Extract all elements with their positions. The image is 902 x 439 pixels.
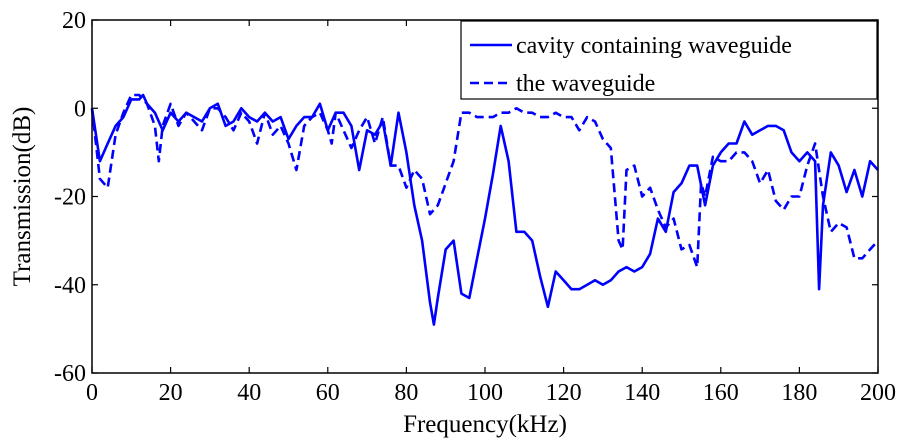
x-tick-label: 120 [546, 380, 582, 406]
x-axis-label: Frequency(kHz) [403, 411, 567, 438]
x-tick-label: 40 [237, 380, 261, 406]
legend-box [460, 20, 878, 100]
x-tick-label: 80 [394, 380, 418, 406]
series-line-waveguide [90, 93, 879, 269]
x-tick-label: 0 [86, 380, 98, 406]
x-tick-label: 200 [860, 380, 896, 406]
plot-marks [90, 93, 879, 326]
x-tick-label: 140 [624, 380, 660, 406]
y-tick-label: -40 [54, 273, 86, 299]
x-tick-label: 100 [467, 380, 503, 406]
x-tick-label: 60 [316, 380, 340, 406]
y-tick-label: -60 [54, 361, 86, 387]
x-tick-label: 20 [159, 380, 183, 406]
legend: cavity containing waveguide the waveguid… [460, 20, 878, 100]
y-tick-label: -20 [54, 185, 86, 211]
legend-label-waveguide: the waveguide [516, 71, 655, 97]
x-tick-label: 180 [781, 380, 817, 406]
y-tick-label: 20 [62, 8, 86, 34]
y-axis-label: Transmission(dB) [9, 107, 36, 287]
x-tick-label: 160 [703, 380, 739, 406]
series-line-cavity [90, 93, 879, 326]
legend-label-cavity: cavity containing waveguide [516, 33, 792, 59]
y-tick-label: 0 [74, 96, 86, 122]
